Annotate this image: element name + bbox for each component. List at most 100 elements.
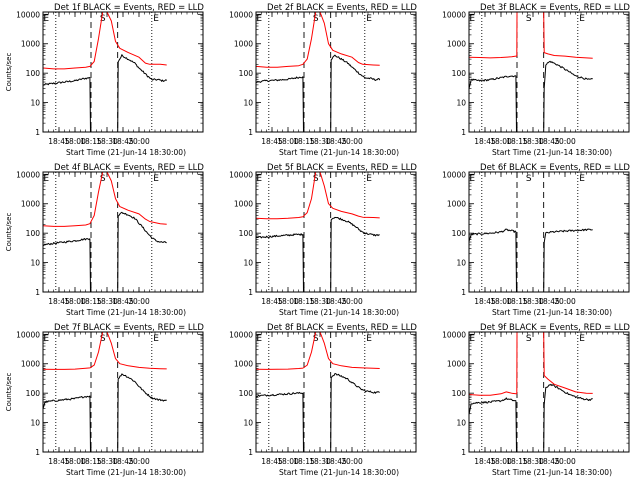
region-label: S [526,334,532,344]
red-series-line [256,172,380,220]
region-label: E [43,174,49,184]
x-tick-label: 18:45 [112,297,134,306]
x-tick-label: 18:15 [80,457,102,466]
region-label: E [153,334,159,344]
chart-panel-5: Det 5f BLACK = Events, RED = LLD Start Ti… [229,163,417,317]
region-label: E [469,334,475,344]
red-series-line [469,12,593,59]
series-group [43,12,168,132]
x-axis-label: Start Time (21-Jun-14 18:30:00) [66,468,186,477]
y-tick-label: 1000 [21,360,40,369]
y-tick-label: 1 [35,288,40,297]
black-series-line [43,77,91,132]
chart-panel-7: Det 7f BLACK = Events, RED = LLD Counts/s… [5,323,204,477]
x-tick-label: 18:45 [538,137,560,146]
region-label: E [579,334,585,344]
region-label: S [313,174,319,184]
x-tick-label: 18:30 [309,297,331,306]
region-label: S [526,14,532,24]
chart-panel-8: Det 8f BLACK = Events, RED = LLD Start Ti… [229,323,417,477]
y-tick-label: 100 [239,69,254,78]
x-tick-label: 18:00 [277,297,299,306]
y-tick-label: 10 [456,99,466,108]
x-tick-label: 18:00 [277,457,299,466]
chart-panel-1: Det 1f BLACK = Events, RED = LLD Counts/s… [5,3,204,157]
x-axis-label: Start Time (21-Jun-14 18:30:00) [492,468,612,477]
y-tick-label: 10 [243,99,253,108]
region-label: E [366,14,372,24]
y-tick-label: 1000 [21,40,40,49]
y-tick-label: 1 [35,128,40,137]
plot-frame [255,331,417,453]
black-series-line [469,397,517,452]
x-axis-label: Start Time (21-Jun-14 18:30:00) [66,308,186,317]
region-label: E [469,14,475,24]
black-series-line [469,75,517,132]
red-series-line [469,332,593,396]
x-tick-label: 20:00 [341,457,363,466]
y-tick-label: 1 [461,288,466,297]
region-label: S [313,14,319,24]
x-tick-label: 18:45 [48,297,70,306]
y-tick-label: 100 [452,229,467,238]
y-tick-label: 10000 [442,10,466,19]
series-group [256,332,380,452]
chart-title: Det 6f BLACK = Events, RED = LLD [480,163,630,173]
x-tick-label: 18:45 [474,457,496,466]
region-label: E [366,174,372,184]
black-series-line [117,373,167,452]
region-label: E [579,174,585,184]
plot-frame [42,11,204,133]
black-series-line [330,216,380,292]
region-label: E [43,334,49,344]
x-tick-label: 18:45 [538,457,560,466]
y-tick-label: 100 [239,229,254,238]
x-tick-label: 18:00 [490,137,512,146]
x-tick-label: 20:00 [554,137,576,146]
chart-panel-2: Det 2f BLACK = Events, RED = LLD Start Ti… [229,3,417,157]
y-tick-label: 10 [30,419,40,428]
x-tick-label: 18:45 [261,457,283,466]
black-series-line [330,54,381,132]
x-tick-label: 20:00 [341,137,363,146]
x-tick-label: 18:15 [80,137,102,146]
region-label: E [153,174,159,184]
chart-panel-3: Det 3f BLACK = Events, RED = LLD Start Ti… [442,3,630,157]
x-tick-label: 18:45 [112,137,134,146]
y-tick-label: 100 [26,69,41,78]
black-series-line [117,54,168,132]
black-series-line [117,211,167,292]
x-tick-label: 18:45 [474,297,496,306]
region-label: S [100,14,106,24]
y-axis-label: Counts/sec [5,213,13,252]
plot-frame [255,171,417,293]
x-tick-label: 18:45 [112,457,134,466]
y-tick-label: 1 [461,128,466,137]
y-tick-label: 1 [35,448,40,457]
region-label: E [256,174,262,184]
chart-panel-6: Det 6f BLACK = Events, RED = LLD Start Ti… [442,163,630,317]
region-label: S [526,174,532,184]
y-tick-label: 10 [243,259,253,268]
chart-panel-9: Det 9f BLACK = Events, RED = LLD Start Ti… [442,323,630,477]
y-tick-label: 1000 [234,40,253,49]
y-tick-label: 1 [248,128,253,137]
x-axis-label: Start Time (21-Jun-14 18:30:00) [279,468,399,477]
x-tick-label: 18:00 [490,297,512,306]
x-tick-label: 20:00 [128,137,150,146]
black-series-line [469,228,517,292]
chart-title: Det 4f BLACK = Events, RED = LLD [54,163,204,173]
x-tick-label: 20:00 [341,297,363,306]
x-tick-label: 18:45 [261,297,283,306]
black-series-line [256,233,304,292]
y-tick-label: 100 [26,229,41,238]
y-tick-label: 1000 [234,360,253,369]
x-tick-label: 18:15 [293,457,315,466]
x-tick-label: 18:45 [48,137,70,146]
black-series-line [543,228,593,292]
region-label: E [256,334,262,344]
x-axis-label: Start Time (21-Jun-14 18:30:00) [66,148,186,157]
x-tick-label: 18:45 [538,297,560,306]
x-tick-label: 18:30 [522,457,544,466]
